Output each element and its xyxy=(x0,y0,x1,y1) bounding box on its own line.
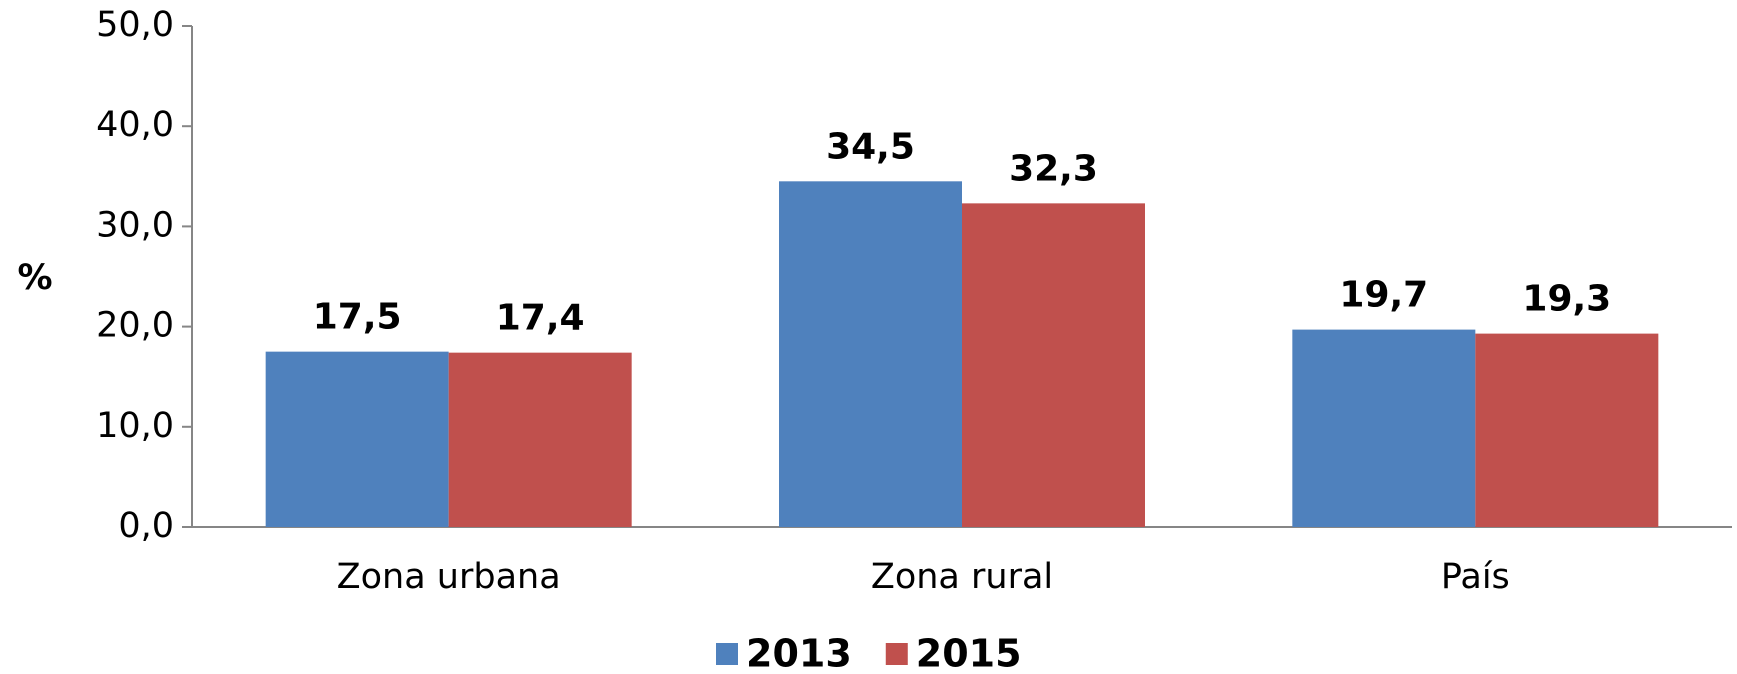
legend-swatch xyxy=(716,643,738,665)
value-label: 17,5 xyxy=(313,297,402,338)
x-tick-label: Zona urbana xyxy=(337,557,561,597)
y-tick-label: 20,0 xyxy=(96,306,174,346)
legend-label: 2013 xyxy=(746,632,852,674)
x-tick-label: País xyxy=(1441,557,1510,597)
legend-label: 2015 xyxy=(916,632,1022,674)
x-tick-label: Zona rural xyxy=(871,557,1053,597)
bar xyxy=(962,203,1145,527)
value-label: 19,7 xyxy=(1339,275,1428,316)
y-tick-label: 10,0 xyxy=(96,406,174,446)
bar xyxy=(779,181,962,527)
value-label: 17,4 xyxy=(496,298,585,339)
value-label: 19,3 xyxy=(1522,279,1611,320)
value-label: 32,3 xyxy=(1009,148,1098,189)
y-tick-label: 0,0 xyxy=(118,506,174,546)
y-axis-label: % xyxy=(17,258,52,298)
legend-swatch xyxy=(885,643,908,665)
bar xyxy=(1292,329,1476,527)
value-label: 34,5 xyxy=(826,126,915,167)
bar xyxy=(265,351,449,527)
bar xyxy=(1475,333,1659,527)
bar xyxy=(448,352,632,527)
y-tick-label: 50,0 xyxy=(96,5,174,45)
y-tick-label: 30,0 xyxy=(96,205,174,245)
y-tick-label: 40,0 xyxy=(96,105,174,145)
